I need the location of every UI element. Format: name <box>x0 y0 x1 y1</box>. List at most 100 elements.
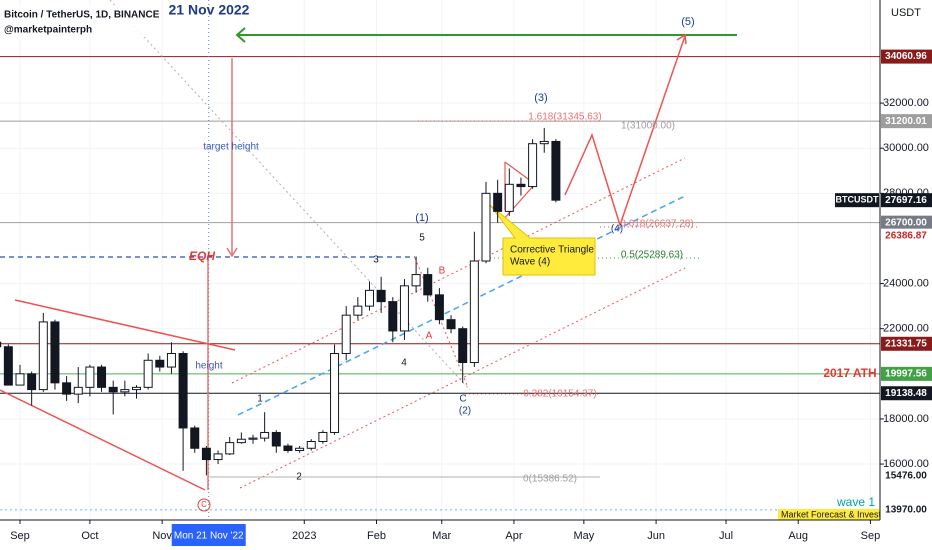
price-label: 26700.00 <box>885 217 927 228</box>
annotation: 0.382(19154.37) <box>523 389 596 400</box>
crosshair-label: Mon 21 Nov '22 <box>174 531 244 542</box>
candle-body <box>190 427 200 449</box>
price-label: 19997.56 <box>885 369 927 380</box>
annotation: (5) <box>681 16 694 28</box>
candle-body <box>539 140 549 145</box>
axes: 32000.0030000.0028000.0024000.0022000.00… <box>10 49 932 546</box>
annotation: 2017 ATH <box>823 366 876 380</box>
price-label: 34060.96 <box>885 51 927 62</box>
tag <box>778 509 880 520</box>
annotation: (1) <box>415 212 428 224</box>
symbol-label: BTCUSDT <box>836 195 879 205</box>
annotation: 1(31000.00) <box>621 121 675 132</box>
annotation: (3) <box>534 92 547 104</box>
arrow-head <box>676 33 687 45</box>
x-tick-label: Jun <box>647 530 665 542</box>
trend-line <box>109 0 471 391</box>
candle-body <box>423 274 433 296</box>
candle-body <box>236 438 246 444</box>
annotation: A <box>426 331 433 342</box>
price-label: 19138.48 <box>885 388 927 399</box>
annotation: wave 1 <box>836 495 875 509</box>
chart-title: Bitcoin / TetherUS, 1D, BINANCE <box>4 10 160 21</box>
candle-body <box>73 386 83 395</box>
candle-body <box>365 289 374 307</box>
price-label: 13970.00 <box>885 504 927 515</box>
y-tick-label: 32000.00 <box>883 97 929 109</box>
axis-unit: USDT <box>891 7 921 19</box>
candle-body <box>155 359 165 368</box>
candle-body <box>306 440 316 449</box>
candle-body <box>178 353 188 429</box>
annotation: target height <box>203 142 259 153</box>
x-tick-label: May <box>573 530 594 542</box>
annotations: 21 Nov 2022 (5) (3) 1.618(31345.63) 1(31… <box>169 2 902 520</box>
x-tick-label: Feb <box>367 530 386 542</box>
wedge-line <box>0 389 206 491</box>
header-bg <box>0 5 160 37</box>
last-price-label: 27697.16 <box>885 195 927 206</box>
annotation: (2) <box>459 406 471 417</box>
candle-body <box>97 366 107 388</box>
candle-body <box>166 353 176 368</box>
annotation: C <box>201 500 207 509</box>
y-tick-label: 18000.00 <box>883 413 929 425</box>
annotation: 1.618(31345.63) <box>528 112 601 123</box>
annotation: 0.5(25289.63) <box>621 250 683 261</box>
annotation: B <box>439 266 446 277</box>
price-label-bg <box>881 49 932 64</box>
price-axis <box>880 0 932 550</box>
candle-body <box>38 321 48 391</box>
candle-body <box>341 314 351 355</box>
candle-body <box>143 359 153 388</box>
candle-body <box>388 301 398 332</box>
time-axis <box>0 520 880 550</box>
last-price-bg <box>881 193 932 208</box>
candle-body <box>62 382 72 395</box>
arrow-head <box>226 247 238 258</box>
candle-body <box>15 373 25 386</box>
wedge-line <box>14 299 236 351</box>
x-tick-label: 2023 <box>292 530 316 542</box>
crosshair-bg <box>171 524 246 546</box>
x-tick-label: Apr <box>505 530 522 542</box>
candle-body <box>248 437 258 440</box>
annotation: EQH <box>189 249 215 263</box>
x-tick-label: Aug <box>788 530 808 542</box>
candle-body <box>353 305 363 316</box>
candle-body <box>0 341 2 348</box>
price-label: 21331.75 <box>885 338 927 349</box>
callout-text: Corrective Triangle <box>510 245 594 256</box>
annotation: height <box>195 361 222 372</box>
annotation: 3 <box>373 255 379 266</box>
callout-text: Wave (4) <box>510 257 550 268</box>
candle-body <box>493 192 503 212</box>
x-tick-label: Sep <box>10 530 30 542</box>
candle-body <box>201 447 211 461</box>
candle-body <box>399 285 409 332</box>
annotation: 0(15386.52) <box>523 474 577 485</box>
y-tick-label: 16000.00 <box>883 458 929 470</box>
price-label-bg <box>881 386 932 401</box>
candle-body <box>330 353 340 433</box>
candle-body <box>411 274 421 287</box>
annotation: 21 Nov 2022 <box>169 2 250 18</box>
price-label-bg <box>881 502 932 517</box>
chart-subtitle: @marketpainterph <box>4 25 92 36</box>
price-label-bg <box>881 468 932 483</box>
price-label-bg <box>881 114 932 129</box>
candle-body <box>458 328 468 364</box>
annotation: 4 <box>401 358 407 369</box>
candle-body <box>446 319 456 330</box>
candle-body <box>225 442 235 455</box>
candle-body <box>528 143 538 188</box>
candle-body <box>3 346 13 386</box>
annotation: 1 <box>257 394 263 405</box>
x-tick-label: Jul <box>719 530 733 542</box>
x-tick-label: Mar <box>432 530 451 542</box>
annotation: 0.618(26637.28) <box>620 219 693 230</box>
y-tick-label: 24000.00 <box>883 277 929 289</box>
candle-body <box>434 294 444 321</box>
price-label: 26386.87 <box>885 230 927 241</box>
